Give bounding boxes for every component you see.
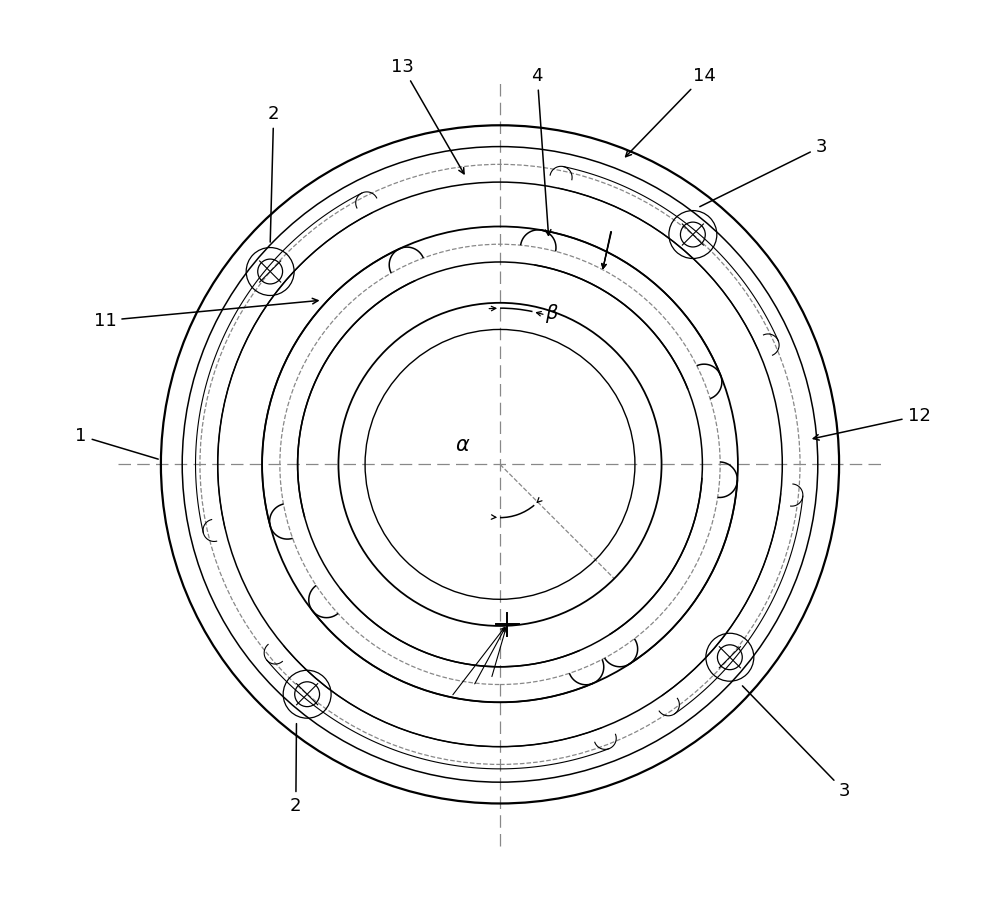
Text: 13: 13	[391, 57, 464, 174]
Text: $\beta$: $\beta$	[545, 302, 558, 325]
Text: $\alpha$: $\alpha$	[455, 435, 470, 455]
Text: 2: 2	[268, 105, 279, 242]
Text: 4: 4	[532, 67, 551, 235]
Text: 3: 3	[700, 138, 827, 207]
Text: 12: 12	[813, 406, 930, 440]
Text: 14: 14	[626, 67, 716, 157]
Text: 11: 11	[94, 298, 318, 330]
Text: 2: 2	[290, 723, 302, 815]
Text: 1: 1	[75, 427, 158, 459]
Text: 3: 3	[742, 686, 850, 800]
